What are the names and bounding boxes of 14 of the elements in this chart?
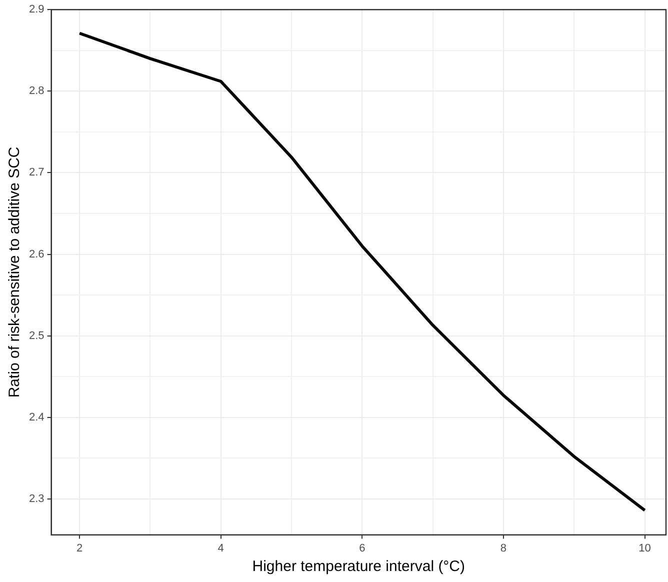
x-tick-label: 8 (500, 542, 507, 554)
x-tick-label: 6 (359, 542, 366, 554)
y-tick-label: 2.8 (28, 85, 44, 98)
y-axis-title: Ratio of risk-sensitive to additive SCC (6, 146, 24, 398)
y-tick-label: 2.7 (28, 166, 44, 179)
y-tick-label: 2.9 (28, 4, 44, 16)
y-tick-label: 2.3 (28, 492, 44, 505)
x-axis-title: Higher temperature interval (°C) (252, 558, 466, 576)
x-tick-label: 2 (76, 542, 83, 554)
x-tick-label: 10 (638, 542, 651, 554)
y-tick-label: 2.4 (28, 411, 44, 424)
y-tick-label: 2.6 (28, 248, 44, 260)
x-tick-label: 4 (218, 542, 224, 554)
y-tick-label: 2.5 (28, 330, 44, 342)
